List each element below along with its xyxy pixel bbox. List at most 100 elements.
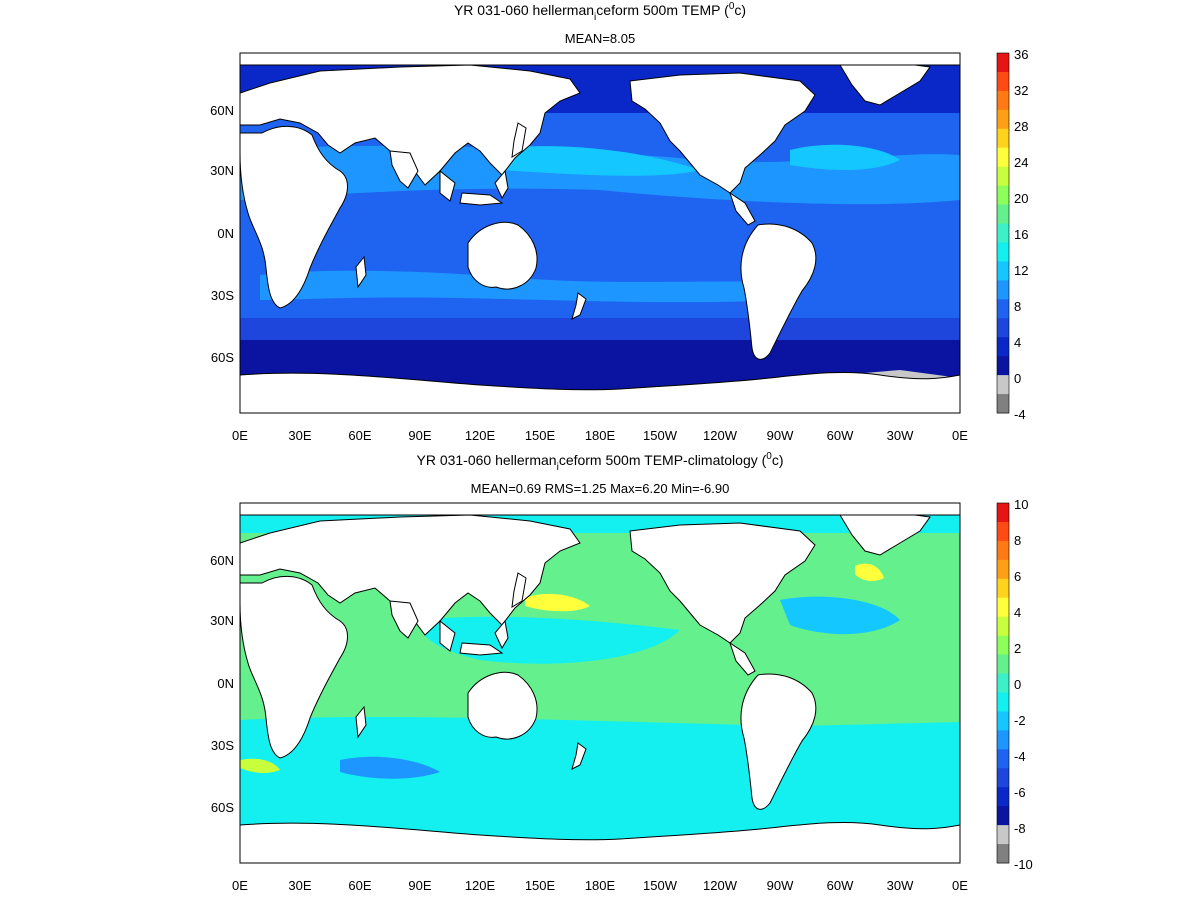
top-colorbar-tick-label: 16 (1014, 227, 1028, 242)
bottom-colorbar-tick-label: -8 (1014, 821, 1026, 836)
top-colorbar-ticks: 36 32 28 24 20 16 12 8 4 0 -4 (1014, 47, 1028, 422)
top-lat-labels: 60N 30N 0N 30S 60S (210, 103, 234, 365)
bottom-colorbar-tick-label: 10 (1014, 497, 1028, 512)
top-colorbar-swatch (997, 318, 1009, 338)
top-colorbar-swatch (997, 71, 1009, 92)
top-colorbar-tick-label: 24 (1014, 155, 1028, 170)
bottom-colorbar-tick-label: -6 (1014, 785, 1026, 800)
bottom-colorbar-swatch (997, 503, 1009, 523)
bottom-colorbar-tick-label: -4 (1014, 749, 1026, 764)
top-colorbar-tick-label: 12 (1014, 263, 1028, 278)
bottom-lat-labels: 60N 30N 0N 30S 60S (210, 553, 234, 815)
top-lat-label-30n: 30N (210, 163, 234, 178)
bottom-panel: YR 031-060 hellermaniceform 500m TEMP-cl… (210, 451, 1033, 893)
bottom-colorbar-swatch (997, 825, 1009, 845)
top-lat-label-60n: 60N (210, 103, 234, 118)
bottom-panel-title: YR 031-060 hellermaniceform 500m TEMP-cl… (416, 451, 783, 473)
bottom-colorbar-swatch (997, 787, 1009, 807)
top-colorbar-swatch (997, 53, 1009, 73)
top-colorbar-tick-label: 0 (1014, 371, 1021, 386)
bottom-colorbar (996, 502, 1010, 864)
top-lon-label: 150E (525, 428, 556, 443)
top-colorbar-frame (996, 52, 1010, 414)
top-colorbar-swatch (997, 128, 1009, 149)
bottom-lon-label: 0E (952, 878, 968, 893)
bottom-colorbar-swatch (997, 730, 1009, 750)
bottom-colorbar-swatch (997, 578, 1009, 599)
bottom-colorbar-swatch (997, 597, 1009, 618)
top-colorbar-swatch (997, 280, 1009, 300)
bottom-lat-label-30n: 30N (210, 613, 234, 628)
top-colorbar (996, 52, 1010, 414)
top-map-field (240, 53, 960, 413)
bottom-colorbar-tick-label: -2 (1014, 713, 1026, 728)
bottom-colorbar-swatch (997, 711, 1009, 731)
top-lon-labels: 0E 30E 60E 90E 120E 150E 180E 150W 120W 90W 60W 30W… (232, 428, 968, 443)
bottom-lat-label-60n: 60N (210, 553, 234, 568)
top-colorbar-swatch (997, 337, 1009, 357)
bottom-colorbar-tick-label: 0 (1014, 677, 1021, 692)
bottom-lon-label: 0E (232, 878, 248, 893)
top-colorbar-tick-label: 28 (1014, 119, 1028, 134)
top-panel-stats: MEAN=8.05 (565, 31, 635, 46)
top-panel-title: YR 031-060 hellermaniceform 500m TEMP (0… (454, 1, 746, 23)
top-colorbar-swatch (997, 299, 1009, 319)
bottom-colorbar-swatch (997, 673, 1009, 693)
top-lon-label: 60W (827, 428, 854, 443)
top-colorbar-swatch (997, 90, 1009, 111)
bottom-lon-label: 60W (827, 878, 854, 893)
top-lon-label: 120E (465, 428, 496, 443)
top-colorbar-swatch (997, 242, 1009, 262)
bottom-colorbar-swatch (997, 616, 1009, 637)
bottom-lon-label: 90E (408, 878, 431, 893)
bottom-colorbar-swatch (997, 768, 1009, 788)
bottom-lon-label: 180E (585, 878, 616, 893)
top-colorbar-swatch (997, 109, 1009, 130)
top-panel: YR 031-060 hellermaniceform 500m TEMP (0… (210, 1, 1028, 443)
top-colorbar-tick-label: -4 (1014, 407, 1026, 422)
bottom-panel-stats: MEAN=0.69 RMS=1.25 Max=6.20 Min=-6.90 (471, 481, 730, 496)
top-colorbar-tick-label: 32 (1014, 83, 1028, 98)
top-lat-label-0n: 0N (217, 226, 234, 241)
top-colorbar-tick-label: 36 (1014, 47, 1028, 62)
bottom-lat-label-60s: 60S (211, 800, 234, 815)
top-lon-label: 30W (887, 428, 914, 443)
top-colorbar-swatch (997, 261, 1009, 281)
bottom-colorbar-tick-label: -10 (1014, 857, 1033, 872)
top-lon-label: 60E (348, 428, 371, 443)
top-colorbar-tick-label: 20 (1014, 191, 1028, 206)
top-colorbar-swatch (997, 204, 1009, 225)
top-colorbar-swatch (997, 223, 1009, 243)
bottom-lon-label: 120W (703, 878, 738, 893)
top-lat-label-60s: 60S (211, 350, 234, 365)
top-colorbar-swatch (997, 356, 1009, 376)
top-colorbar-tick-label: 8 (1014, 299, 1021, 314)
top-lon-label: 0E (952, 428, 968, 443)
bottom-colorbar-ticks: 10 8 6 4 2 0 -2 -4 -6 -8 -10 (1014, 497, 1033, 872)
top-lon-label: 0E (232, 428, 248, 443)
bottom-lon-label: 30W (887, 878, 914, 893)
bottom-colorbar-swatch (997, 521, 1009, 542)
bottom-colorbar-tick-label: 2 (1014, 641, 1021, 656)
bottom-lon-label: 30E (288, 878, 311, 893)
top-colorbar-swatch (997, 166, 1009, 187)
bottom-colorbar-swatch (997, 635, 1009, 656)
top-lon-label: 180E (585, 428, 616, 443)
top-colorbar-swatch (997, 375, 1009, 395)
top-lon-label: 30E (288, 428, 311, 443)
bottom-lon-label: 90W (767, 878, 794, 893)
bottom-lon-label: 150W (643, 878, 678, 893)
bottom-lat-label-0n: 0N (217, 676, 234, 691)
bottom-colorbar-swatch (997, 806, 1009, 826)
bottom-colorbar-swatch (997, 844, 1009, 864)
bottom-colorbar-tick-label: 4 (1014, 605, 1021, 620)
bottom-lon-label: 60E (348, 878, 371, 893)
bottom-colorbar-swatch (997, 540, 1009, 561)
bottom-lon-label: 120E (465, 878, 496, 893)
bottom-lon-label: 150E (525, 878, 556, 893)
top-lon-label: 120W (703, 428, 738, 443)
top-colorbar-tick-label: 4 (1014, 335, 1021, 350)
bottom-colorbar-swatch (997, 559, 1009, 580)
